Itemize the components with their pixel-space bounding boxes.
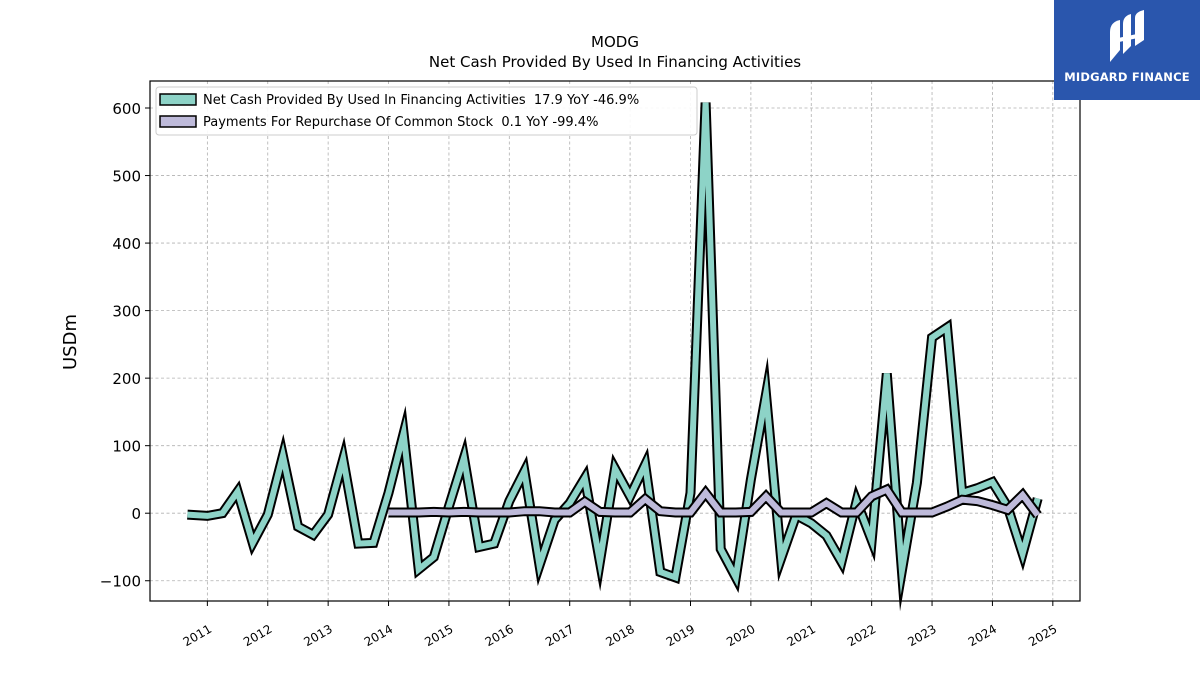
x-tick-label: 2015 (422, 622, 455, 649)
plot-frame (149, 80, 1081, 602)
midgard-finance-logo: MIDGARD FINANCE (1054, 0, 1200, 100)
y-tick-label: −100 (100, 573, 141, 591)
axis-ticks: −100 0 100 200 300 400 500 600 2011 2012 2013 2014 2… (100, 100, 1060, 649)
x-tick-label: 2021 (785, 622, 818, 649)
legend-swatch-net-cash (159, 93, 197, 106)
x-tick-label: 2014 (362, 622, 395, 649)
legend: Net Cash Provided By Used In Financing A… (155, 86, 698, 136)
x-tick-label: 2016 (483, 622, 516, 649)
legend-label-repurchase: Payments For Repurchase Of Common Stock … (203, 115, 598, 130)
chart-subtitle: Net Cash Provided By Used In Financing A… (429, 53, 801, 71)
x-tick-label: 2024 (966, 622, 999, 649)
x-tick-label: 2019 (664, 622, 697, 649)
legend-swatch-repurchase (159, 115, 197, 128)
x-tick-label: 2020 (724, 622, 757, 649)
series-1-line (388, 485, 1041, 517)
y-tick-label: 600 (112, 100, 141, 118)
series-lines (187, 102, 1043, 612)
midgard-logo-icon (1110, 10, 1144, 62)
x-tick-label: 2022 (845, 622, 878, 649)
x-tick-label: 2012 (241, 622, 274, 649)
y-tick-label: 400 (112, 235, 141, 253)
y-tick-label: 0 (131, 505, 141, 523)
legend-label-net-cash: Net Cash Provided By Used In Financing A… (203, 93, 639, 108)
x-tick-label: 2023 (905, 622, 938, 649)
grid (150, 81, 1080, 601)
x-tick-label: 2018 (603, 622, 636, 649)
y-tick-label: 300 (112, 303, 141, 321)
y-tick-label: 200 (112, 370, 141, 388)
legend-box (155, 86, 698, 136)
x-tick-label: 2025 (1026, 622, 1059, 649)
y-tick-label: 500 (112, 168, 141, 186)
y-tick-label: 100 (112, 438, 141, 456)
x-tick-label: 2013 (301, 622, 334, 649)
y-axis-label: USDm (60, 314, 81, 370)
brand-name: MIDGARD FINANCE (1064, 70, 1190, 84)
x-tick-label: 2011 (181, 622, 214, 649)
x-tick-label: 2017 (543, 622, 576, 649)
chart-title: MODG (591, 33, 639, 51)
